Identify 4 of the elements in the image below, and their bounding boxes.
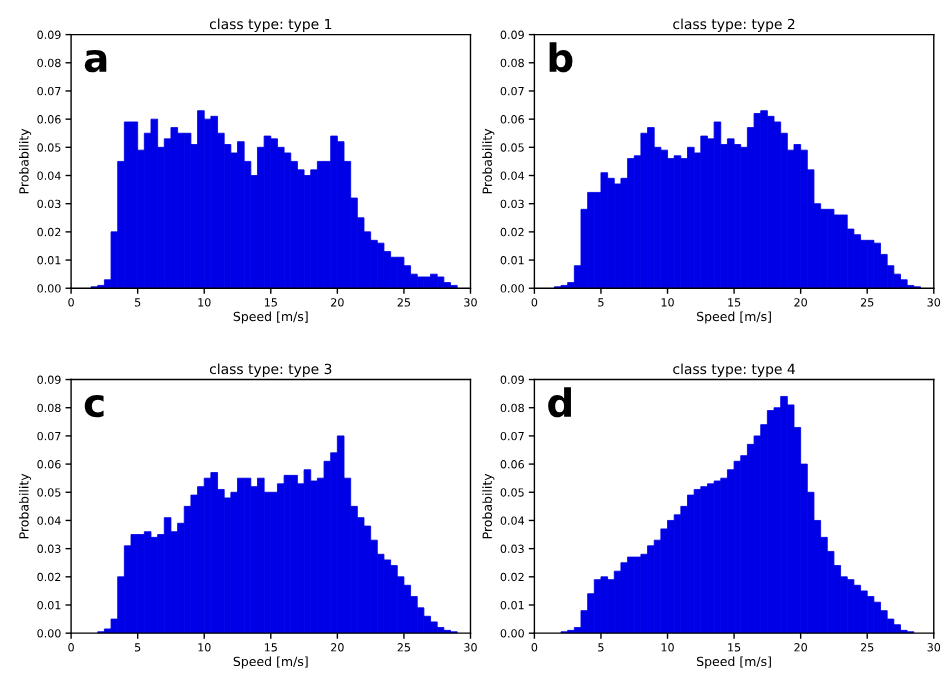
- annotation: b: [549, 42, 573, 73]
- annotation: c: [84, 394, 104, 418]
- annotation: d: [548, 387, 571, 418]
- annotation: a: [84, 49, 107, 73]
